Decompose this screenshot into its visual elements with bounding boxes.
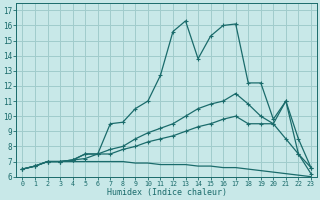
X-axis label: Humidex (Indice chaleur): Humidex (Indice chaleur) [107, 188, 227, 197]
